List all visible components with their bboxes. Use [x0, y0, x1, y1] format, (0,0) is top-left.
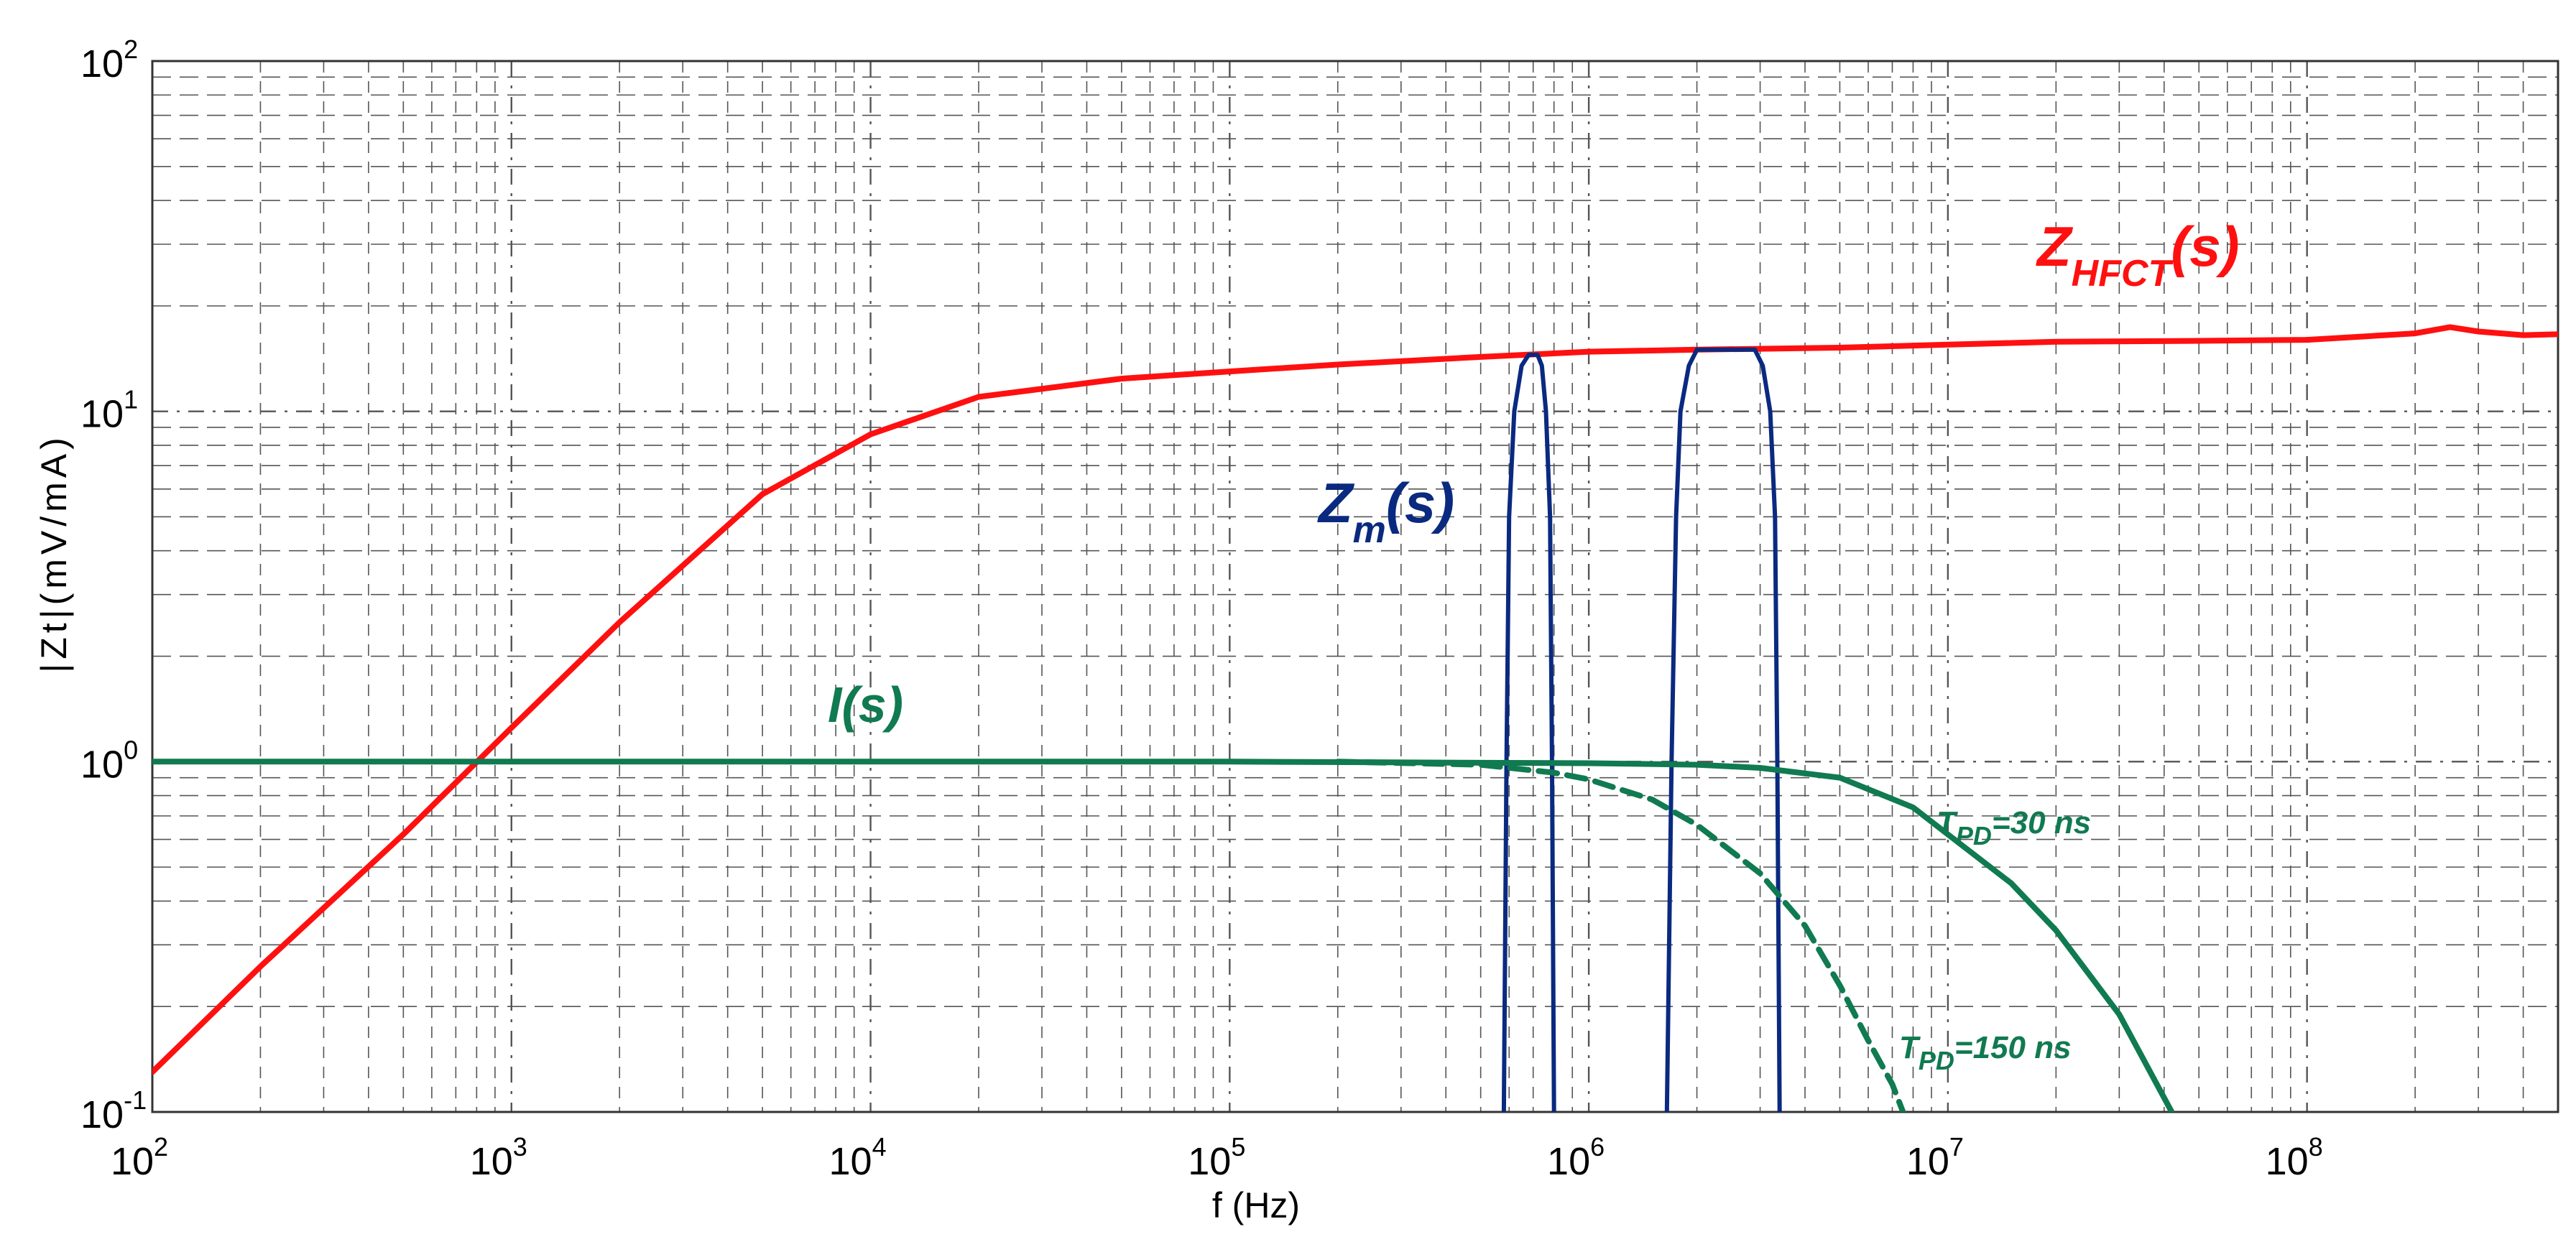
x-tick-label: 106 — [1547, 1132, 1605, 1183]
x-tick-label: 102 — [111, 1132, 168, 1183]
series-line-t-pd-150-ns — [1334, 759, 1906, 1112]
y-tick-label: 10-1 — [80, 1085, 147, 1136]
series-line-z-m-s-band-1 — [1501, 353, 1556, 1112]
x-tick-label: 104 — [829, 1132, 887, 1183]
series-line-i-s — [152, 759, 2175, 1112]
x-tick-label: 108 — [2266, 1132, 2323, 1183]
x-tick-label: 103 — [470, 1132, 527, 1183]
tick-labels: 102 103 104 105 106 107 108 10-1 100 101 102 — [80, 34, 2323, 1183]
zm-label: Zm(s) — [1317, 471, 1454, 551]
grid — [152, 61, 2558, 1112]
x-tick-label: 105 — [1188, 1132, 1245, 1183]
plot-frame — [151, 60, 2559, 1113]
series — [152, 324, 2558, 1112]
y-tick-label: 102 — [80, 34, 138, 85]
y-tick-label: 101 — [80, 385, 138, 436]
y-axis-label: |Zt|(mV/mA) — [34, 433, 74, 673]
is-label: I(s) — [828, 677, 903, 733]
tpd150-label: TPD=150 ns — [1899, 1030, 2072, 1075]
y-tick-label: 100 — [80, 735, 138, 786]
tpd30-label: TPD=30 ns — [1936, 805, 2091, 850]
series-line-z-m-s-band-2 — [1664, 347, 1782, 1112]
x-axis-label: f (Hz) — [1212, 1185, 1300, 1225]
x-tick-label: 107 — [1906, 1132, 1964, 1183]
zhfct-label: ZHFCT(s) — [2036, 215, 2240, 295]
